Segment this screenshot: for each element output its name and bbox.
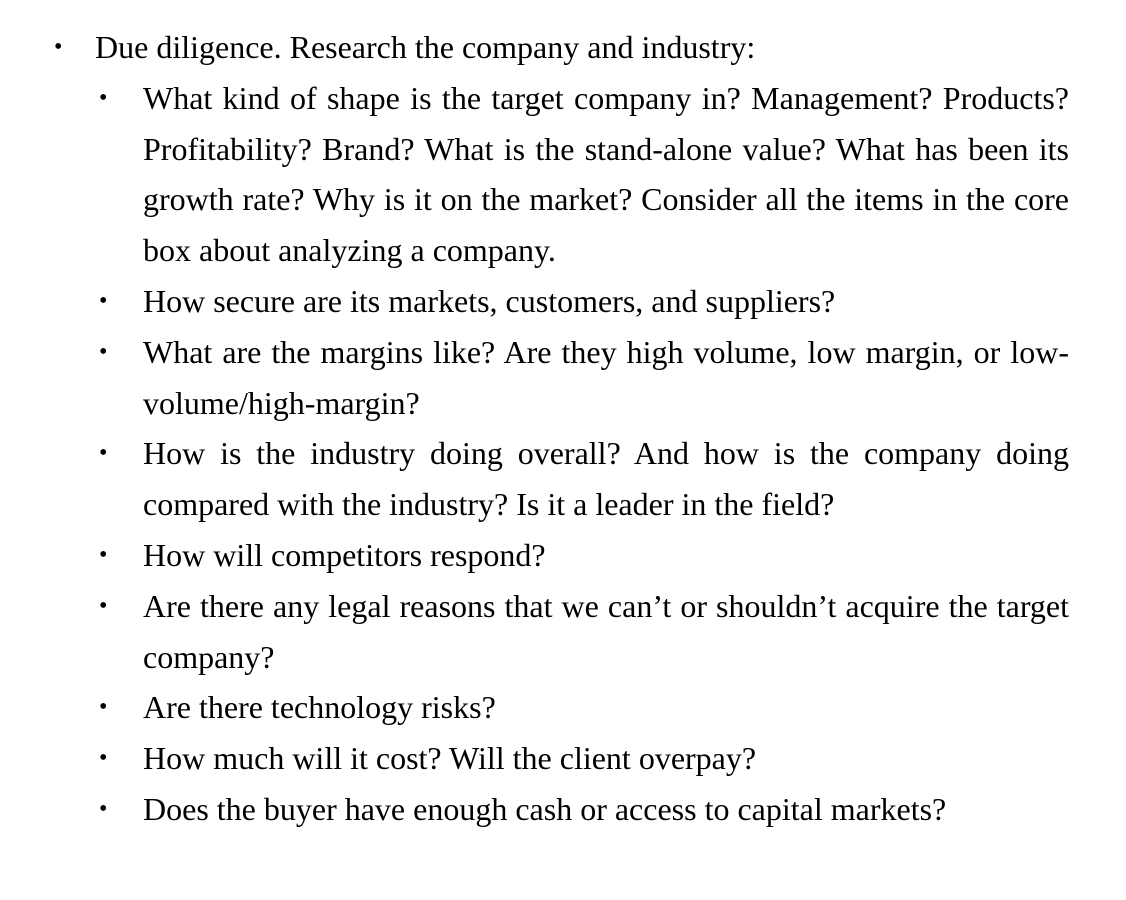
list-item-text: What are the margins like? Are they high… [143,333,1069,421]
list-item: • What are the margins like? Are they hi… [0,327,1126,429]
bullet-marker: • [99,84,108,111]
list-item: • What kind of shape is the target compa… [0,73,1126,276]
list-item: • Does the buyer have enough cash or acc… [0,784,1126,835]
bullet-marker: • [54,34,63,60]
list-item-text: How secure are its markets, customers, a… [143,282,836,319]
section-heading-text: Due diligence. Research the company and … [95,29,756,65]
bullet-marker: • [99,694,108,721]
list-item: • How much will it cost? Will the client… [0,733,1126,784]
bullet-marker: • [99,338,108,365]
top-level-list-item: • Due diligence. Research the company an… [0,22,1126,73]
list-item: • How is the industry doing overall? And… [0,428,1126,530]
bullet-marker: • [99,541,108,568]
list-item-text: Does the buyer have enough cash or acces… [143,790,947,827]
list-item-text: Are there any legal reasons that we can’… [143,587,1069,675]
list-item: • How will competitors respond? [0,530,1126,581]
bullet-marker: • [99,592,108,619]
list-item-text: How will competitors respond? [143,536,546,573]
list-item-text: How is the industry doing overall? And h… [143,435,1069,523]
list-item-text: Are there technology risks? [143,689,496,726]
list-item: • Are there any legal reasons that we ca… [0,581,1126,683]
bullet-marker: • [99,745,108,772]
sub-bullet-list: • What kind of shape is the target compa… [0,73,1126,835]
document-body: • Due diligence. Research the company an… [0,22,1126,835]
list-item-text: What kind of shape is the target company… [143,79,1069,269]
bullet-marker: • [99,795,108,822]
list-item: • How secure are its markets, customers,… [0,276,1126,327]
list-item: • Are there technology risks? [0,682,1126,733]
bullet-marker: • [99,440,108,467]
bullet-marker: • [99,287,108,314]
list-item-text: How much will it cost? Will the client o… [143,740,757,777]
